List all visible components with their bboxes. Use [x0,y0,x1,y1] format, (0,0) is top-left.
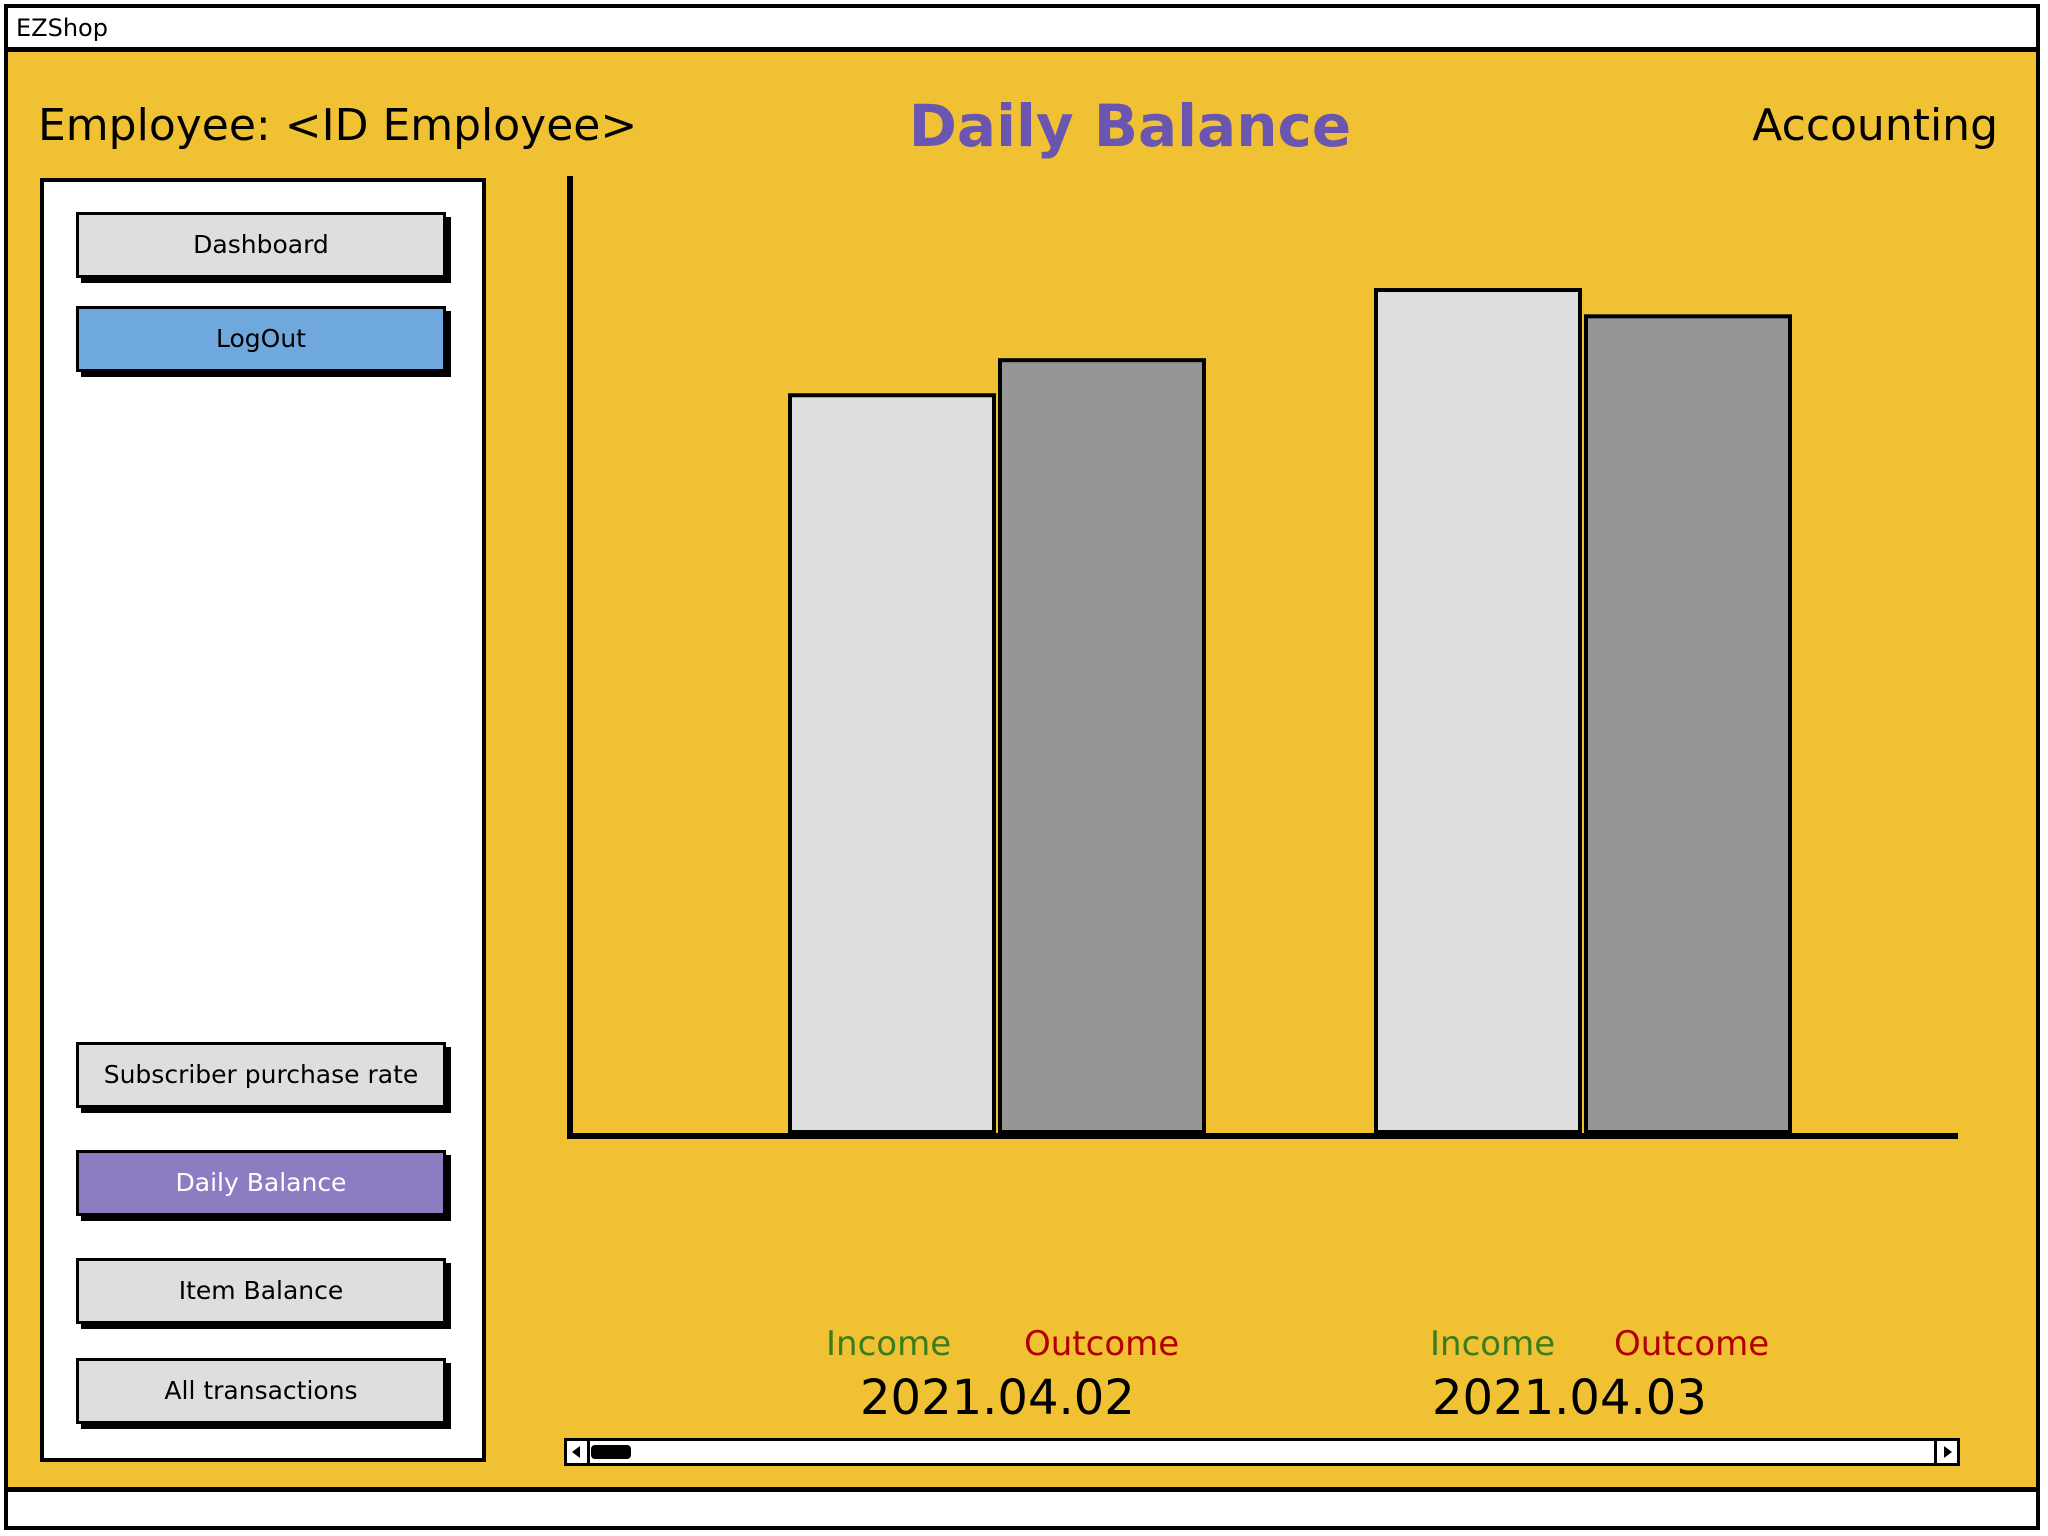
window-title: EZShop [16,14,108,42]
employee-label: Employee: <ID Employee> [38,100,638,151]
status-bar [8,1492,2036,1526]
daily-balance-button[interactable]: Daily Balance [76,1150,446,1216]
x-label-outcome-1: Outcome [1024,1324,1180,1364]
bar-outcome-1 [998,358,1206,1135]
daily-balance-chart [558,176,1964,1176]
bar-income-1 [788,393,996,1134]
x-label-outcome-2: Outcome [1614,1324,1770,1364]
scroll-thumb[interactable] [591,1445,631,1459]
sidebar: Dashboard LogOut Subscriber purchase rat… [40,178,486,1462]
scroll-left-button[interactable] [567,1441,590,1463]
triangle-left-icon [572,1446,580,1458]
horizontal-scrollbar[interactable] [564,1438,1960,1466]
x-label-date-2: 2021.04.03 [1432,1370,1707,1426]
page-title: Daily Balance [908,92,1352,160]
app-window: EZShop Employee: <ID Employee> Daily Bal… [4,4,2040,1530]
all-transactions-button[interactable]: All transactions [76,1358,446,1424]
dashboard-button[interactable]: Dashboard [76,212,446,278]
section-label: Accounting [1752,100,1998,151]
bar-outcome-2 [1584,314,1792,1135]
x-label-income-2: Income [1430,1324,1556,1364]
x-label-date-1: 2021.04.02 [860,1370,1135,1426]
triangle-right-icon [1944,1446,1952,1458]
x-label-income-1: Income [826,1324,952,1364]
main-area: Employee: <ID Employee> Daily Balance Ac… [8,52,2036,1492]
item-balance-button[interactable]: Item Balance [76,1258,446,1324]
bar-income-2 [1374,288,1582,1134]
logout-button[interactable]: LogOut [76,306,446,372]
subscriber-purchase-rate-button[interactable]: Subscriber purchase rate [76,1042,446,1108]
chart-svg [567,176,1958,1139]
scroll-right-button[interactable] [1934,1441,1957,1463]
title-bar: EZShop [8,8,2036,52]
